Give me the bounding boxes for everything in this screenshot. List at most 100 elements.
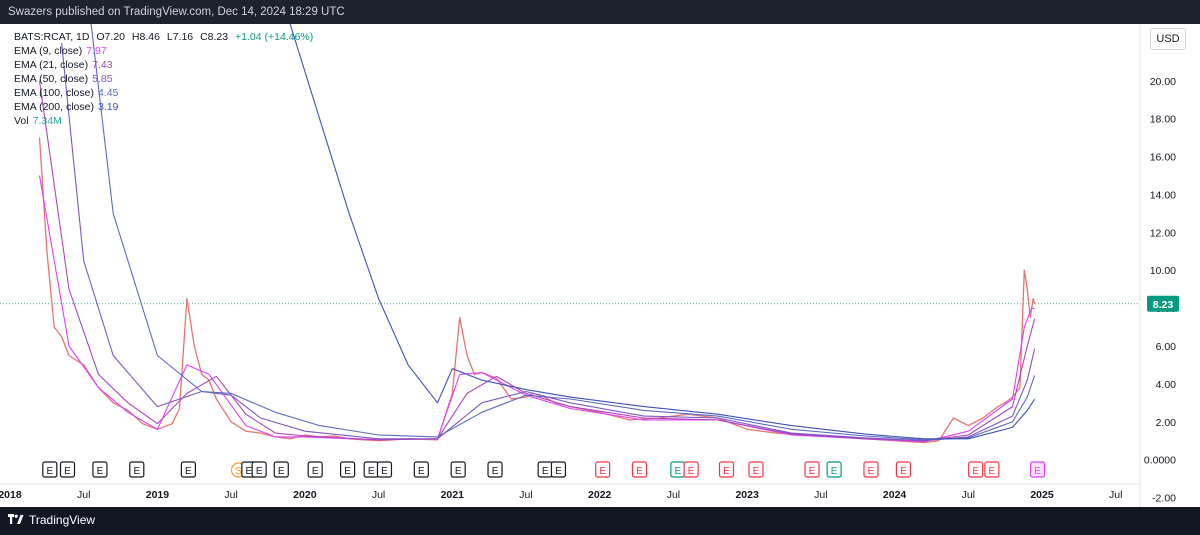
x-tick-label: Jul bbox=[814, 489, 827, 501]
legend-indicator-row: EMA (100, close) 4.45 bbox=[14, 86, 317, 100]
publish-header: Swazers published on TradingView.com, De… bbox=[0, 0, 1200, 24]
event-marker[interactable]: E bbox=[804, 461, 820, 478]
event-marker-label: E bbox=[185, 466, 192, 477]
legend-indicator-row: EMA (9, close) 7.97 bbox=[14, 44, 317, 58]
event-marker-label: E bbox=[636, 466, 643, 477]
event-marker[interactable]: E bbox=[42, 461, 58, 478]
event-marker[interactable]: E bbox=[413, 461, 429, 478]
earnings-marker-box bbox=[376, 461, 393, 478]
legend-indicators: EMA (9, close) 7.97 EMA (21, close) 7.43 EMA… bbox=[14, 44, 317, 128]
event-marker[interactable]: E bbox=[307, 461, 323, 478]
last-price-tag: 8.23 bbox=[1147, 295, 1179, 312]
legend-indicator-label: Vol bbox=[14, 115, 29, 127]
event-marker[interactable]: E bbox=[984, 461, 1000, 478]
event-marker[interactable]: E bbox=[1029, 461, 1046, 478]
earnings-marker-box bbox=[895, 461, 912, 478]
tradingview-logo[interactable]: TradingView bbox=[8, 513, 95, 527]
event-marker[interactable]: E bbox=[487, 461, 503, 478]
event-marker-label: E bbox=[542, 466, 549, 477]
earnings-marker-box bbox=[129, 461, 145, 478]
event-marker[interactable]: E bbox=[631, 461, 648, 478]
event-marker[interactable]: E bbox=[718, 461, 735, 478]
earnings-marker-box bbox=[1029, 461, 1046, 478]
earnings-marker-box bbox=[273, 461, 289, 478]
last-price-tag-bg bbox=[1147, 295, 1179, 312]
series-group bbox=[38, 24, 1036, 444]
event-marker-label: E bbox=[675, 466, 682, 477]
x-tick-label: Jul bbox=[962, 489, 975, 501]
x-tick-label: Jul bbox=[1109, 489, 1122, 501]
event-marker-label: E bbox=[455, 466, 462, 477]
event-marker-label: E bbox=[1034, 466, 1041, 477]
earnings-marker-box bbox=[826, 461, 842, 478]
price-chart[interactable]: 20.0018.0016.0014.0012.0010.008.006.004.… bbox=[0, 24, 1200, 507]
event-marker-label: E bbox=[418, 466, 425, 477]
event-marker[interactable]: E bbox=[92, 461, 108, 478]
event-marker-label: E bbox=[312, 466, 319, 477]
legend-indicator-label: EMA (100, close) bbox=[14, 87, 94, 99]
event-marker[interactable]: E bbox=[450, 461, 466, 478]
event-marker[interactable]: E bbox=[670, 461, 686, 478]
event-marker[interactable]: E bbox=[550, 461, 567, 478]
event-marker[interactable]: E bbox=[376, 461, 393, 478]
event-marker-label: E bbox=[809, 466, 816, 477]
event-marker[interactable]: E bbox=[863, 461, 879, 478]
earnings-marker-box bbox=[631, 461, 648, 478]
legend-ohlc-row: BATS:RCAT, 1D O7.20 H8.46 L7.16 C8.23 +1… bbox=[14, 30, 317, 44]
x-tick-label: Jul bbox=[224, 489, 237, 501]
legend-indicator-label: EMA (9, close) bbox=[14, 45, 83, 57]
event-marker[interactable]: E bbox=[826, 461, 842, 478]
earnings-marker-box bbox=[804, 461, 820, 478]
earnings-marker-box bbox=[59, 461, 76, 478]
event-marker[interactable]: E bbox=[748, 461, 764, 478]
legend-indicator-value: 7.97 bbox=[86, 45, 107, 57]
currency-button[interactable]: USD bbox=[1150, 28, 1186, 50]
event-marker-label: E bbox=[972, 466, 979, 477]
legend-indicator-value: 3.19 bbox=[97, 101, 119, 113]
y-tick-label: 4.00 bbox=[1156, 379, 1177, 391]
legend-indicator-value: 4.45 bbox=[97, 87, 119, 99]
x-tick-label: 2018 bbox=[0, 489, 22, 501]
legend-open: O7.20 bbox=[96, 31, 125, 43]
last-price-tag-text: 8.23 bbox=[1153, 299, 1174, 311]
event-marker[interactable]: E bbox=[180, 461, 196, 478]
event-marker-label: E bbox=[555, 466, 562, 477]
event-marker[interactable]: E bbox=[273, 461, 289, 478]
x-tick-label: 2024 bbox=[883, 489, 907, 501]
y-tick-label: 0.0000 bbox=[1144, 455, 1176, 467]
event-marker[interactable]: E bbox=[595, 461, 611, 478]
event-marker[interactable]: E bbox=[251, 461, 267, 478]
y-tick-label: 20.00 bbox=[1150, 76, 1176, 88]
event-marker[interactable]: E bbox=[59, 461, 76, 478]
legend-indicator-value: 7.34M bbox=[32, 115, 62, 127]
legend-indicator-label: EMA (21, close) bbox=[14, 59, 89, 71]
tradingview-brand-text: TradingView bbox=[29, 513, 96, 527]
x-tick-label: 2020 bbox=[293, 489, 317, 501]
earnings-marker-box bbox=[550, 461, 567, 478]
earnings-marker-box bbox=[968, 461, 984, 478]
legend-indicator-row: Vol 7.34M bbox=[14, 114, 317, 128]
x-tick-label: Jul bbox=[519, 489, 532, 501]
legend-indicator-value: 7.43 bbox=[92, 59, 113, 71]
chart-legend: BATS:RCAT, 1D O7.20 H8.46 L7.16 C8.23 +1… bbox=[14, 30, 317, 128]
event-marker-label: E bbox=[900, 466, 907, 477]
x-tick-label: 2021 bbox=[441, 489, 465, 501]
event-marker-label: E bbox=[989, 466, 996, 477]
event-marker[interactable]: E bbox=[895, 461, 912, 478]
event-marker[interactable]: E bbox=[968, 461, 984, 478]
x-tick-label: 2025 bbox=[1030, 489, 1054, 501]
x-tick-label: 2019 bbox=[146, 489, 170, 501]
event-marker-label: E bbox=[492, 466, 499, 477]
legend-close: C8.23 bbox=[200, 31, 229, 43]
event-marker[interactable]: E bbox=[340, 461, 356, 478]
event-marker-label: E bbox=[368, 466, 375, 477]
event-marker-label: E bbox=[599, 466, 606, 477]
event-marker-label: E bbox=[688, 466, 695, 477]
earnings-marker-box bbox=[251, 461, 267, 478]
event-marker[interactable]: E bbox=[683, 461, 699, 478]
y-tick-label: -2.00 bbox=[1152, 493, 1176, 505]
event-marker[interactable]: E bbox=[363, 461, 379, 478]
chart-panel[interactable]: 20.0018.0016.0014.0012.0010.008.006.004.… bbox=[0, 24, 1200, 507]
event-marker[interactable]: E bbox=[537, 461, 553, 478]
event-marker[interactable]: E bbox=[129, 461, 145, 478]
